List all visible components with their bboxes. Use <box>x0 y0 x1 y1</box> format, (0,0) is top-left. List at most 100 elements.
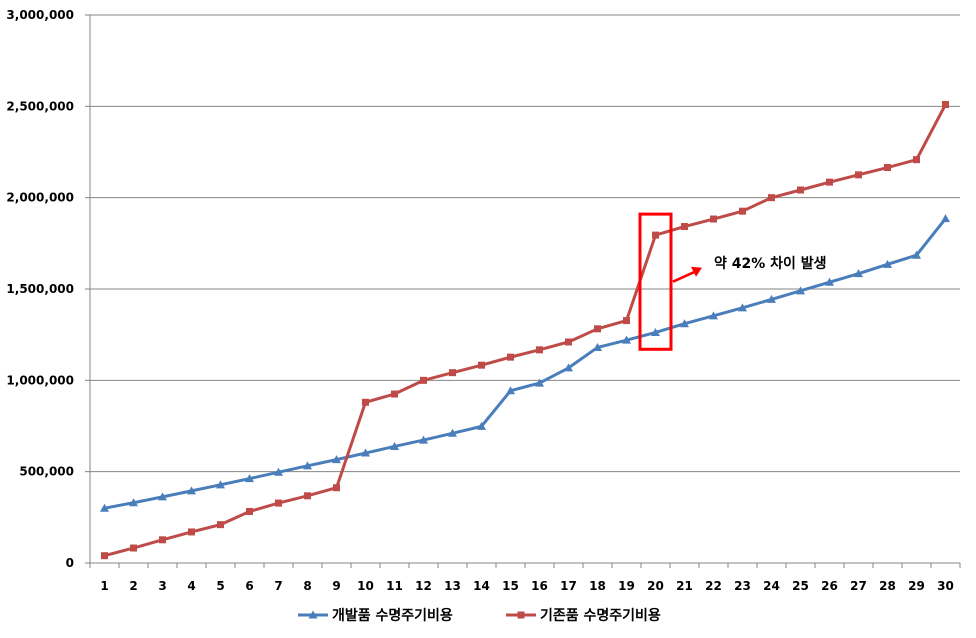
x-tick-label: 10 <box>357 579 374 593</box>
data-point <box>942 101 949 109</box>
y-tick-labels: 0 500,000 1,000,000 1,500,000 2,000,000 2,500… <box>6 8 74 570</box>
data-point <box>332 455 341 464</box>
gridlines <box>90 14 960 473</box>
data-point <box>420 376 427 384</box>
data-point <box>506 386 515 395</box>
data-point <box>652 231 659 239</box>
legend-label: 개발품 수명주기비용 <box>332 607 453 624</box>
data-point <box>623 317 630 325</box>
series-developed <box>100 214 950 512</box>
x-tick-label: 24 <box>763 579 780 593</box>
x-tick-label: 18 <box>589 579 606 593</box>
annotation-arrow <box>672 270 696 283</box>
x-tick-label: 22 <box>705 579 722 593</box>
data-point <box>738 303 747 312</box>
x-tick-label: 19 <box>618 579 635 593</box>
x-tick-label: 28 <box>879 579 896 593</box>
data-point <box>710 215 717 223</box>
x-tick-label: 1 <box>100 579 108 593</box>
data-point <box>216 480 225 489</box>
y-tick-label: 3,000,000 <box>6 8 74 22</box>
data-point <box>855 171 862 179</box>
data-point <box>883 259 892 268</box>
data-point <box>391 390 398 398</box>
data-point <box>275 499 282 507</box>
data-point <box>507 353 514 361</box>
data-point <box>913 156 920 164</box>
data-point <box>768 194 775 202</box>
data-point <box>594 325 601 333</box>
data-point <box>709 311 718 320</box>
series-line <box>104 217 947 510</box>
data-point <box>797 186 804 194</box>
data-point <box>622 335 631 344</box>
x-tick-label: 23 <box>734 579 751 593</box>
annotation-text: 약 42% 차이 발생 <box>714 255 827 272</box>
data-point <box>246 507 253 515</box>
data-point <box>245 474 254 483</box>
data-point <box>361 448 370 457</box>
legend-label: 기존품 수명주기비용 <box>540 607 661 624</box>
x-tick-label: 11 <box>386 579 403 593</box>
y-tick-label: 1,000,000 <box>6 373 74 387</box>
data-point <box>767 294 776 303</box>
data-point <box>477 421 486 430</box>
data-point <box>535 378 544 387</box>
legend: 개발품 수명주기비용 기존품 수명주기비용 <box>298 607 661 624</box>
x-tick-label: 21 <box>676 579 693 593</box>
data-point <box>390 441 399 450</box>
x-tick-label: 12 <box>415 579 432 593</box>
annotation: 약 42% 차이 발생 <box>638 212 827 351</box>
data-point <box>854 269 863 278</box>
data-point <box>651 327 660 336</box>
data-point <box>536 346 543 354</box>
data-point <box>796 286 805 295</box>
data-point <box>187 486 196 495</box>
x-tick-label: 15 <box>502 579 519 593</box>
data-point <box>304 492 311 500</box>
data-point <box>101 552 108 560</box>
x-tick-label: 25 <box>792 579 809 593</box>
data-point <box>564 363 573 372</box>
data-point <box>681 223 688 231</box>
data-point <box>739 207 746 215</box>
x-tick-label: 8 <box>303 579 311 593</box>
data-point <box>517 611 525 619</box>
x-tick-label: 6 <box>245 579 253 593</box>
data-point <box>419 435 428 444</box>
data-point <box>565 338 572 346</box>
x-tick-labels: 1 2 3 4 5 6 7 8 9 10 11 12 13 14 15 16 17 18 19 20 21 22 23 24 2… <box>100 579 954 593</box>
annotation-arrowhead <box>691 266 702 277</box>
x-tick-label: 14 <box>473 579 490 593</box>
data-point <box>912 250 921 259</box>
data-point <box>333 484 340 492</box>
data-point <box>593 342 602 351</box>
data-point <box>129 498 138 507</box>
y-tick-label: 2,500,000 <box>6 99 74 113</box>
x-tick-label: 7 <box>274 579 282 593</box>
x-tick-label: 20 <box>647 579 664 593</box>
data-point <box>130 544 137 552</box>
data-point <box>941 214 950 223</box>
data-point <box>448 428 457 437</box>
y-tick-label: 1,500,000 <box>6 282 74 296</box>
data-point <box>303 461 312 470</box>
axes <box>85 14 961 568</box>
x-tick-label: 27 <box>850 579 867 593</box>
x-tick-label: 29 <box>908 579 925 593</box>
data-point <box>884 164 891 172</box>
highlight-box <box>638 212 673 351</box>
x-tick-label: 16 <box>531 579 548 593</box>
data-point <box>158 492 167 501</box>
x-tick-label: 2 <box>129 579 137 593</box>
data-point <box>217 521 224 529</box>
x-tick-label: 3 <box>158 579 166 593</box>
data-point <box>825 277 834 286</box>
y-tick-label: 500,000 <box>19 465 74 479</box>
data-point <box>308 610 318 619</box>
legend-item: 기존품 수명주기비용 <box>506 607 661 624</box>
y-tick-label: 0 <box>66 556 74 570</box>
x-tick-label: 26 <box>821 579 838 593</box>
data-point <box>680 319 689 328</box>
